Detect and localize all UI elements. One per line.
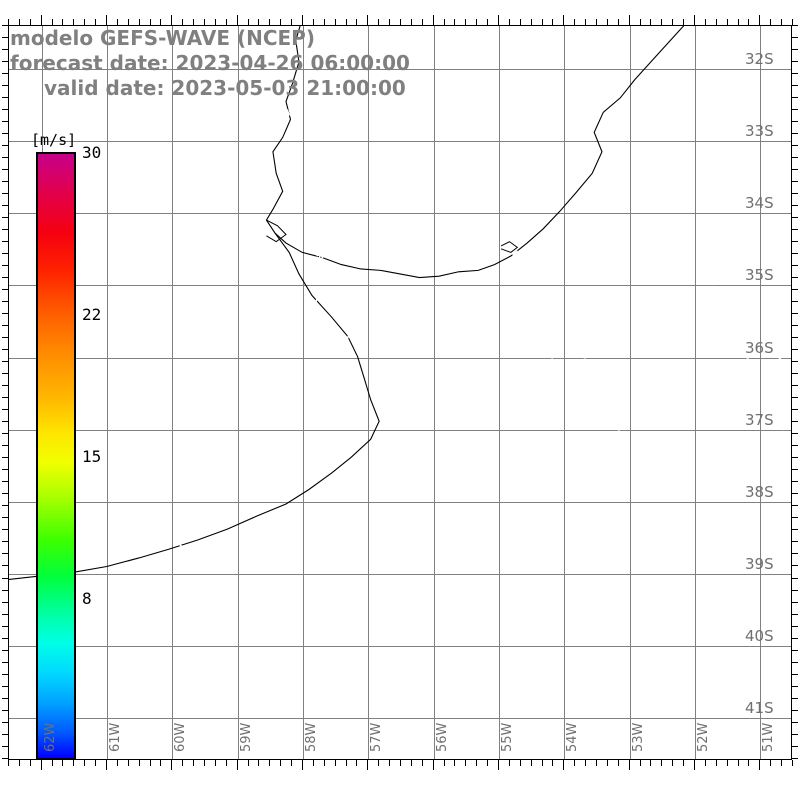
lat-label-34S: 34S: [745, 194, 774, 213]
colorbar: [36, 152, 76, 760]
lon-label-60W: 60W: [173, 722, 189, 752]
lon-label-57W: 57W: [369, 722, 385, 752]
lat-label-37S: 37S: [745, 410, 774, 429]
lat-label-38S: 38S: [745, 482, 774, 501]
lat-label-36S: 36S: [745, 338, 774, 357]
wind-vector-arrows: [13, 37, 788, 732]
map-plot-area: [8, 25, 792, 760]
lon-label-51W: 51W: [761, 722, 777, 752]
lat-label-33S: 33S: [745, 122, 774, 141]
colorbar-tick-15: 15: [82, 447, 102, 466]
lon-label-59W: 59W: [238, 722, 254, 752]
lon-label-55W: 55W: [500, 722, 515, 752]
colorbar-tick-22: 22: [82, 305, 102, 325]
lat-label-39S: 39S: [745, 554, 774, 573]
lon-label-61W: 61W: [108, 722, 123, 752]
lat-label-41S: 41S: [745, 698, 774, 717]
lat-label-35S: 35S: [745, 266, 774, 285]
lat-label-40S: 40S: [745, 626, 774, 645]
lon-label-56W: 56W: [434, 722, 450, 752]
lon-label-58W: 58W: [304, 722, 319, 752]
colorbar-tick-30: 30: [82, 143, 102, 162]
lon-label-54W: 54W: [565, 722, 581, 752]
colorbar-tick-8: 8: [82, 588, 92, 608]
lon-label-62W: 62W: [42, 722, 58, 752]
colorbar-unit-label: [m/s]: [31, 131, 77, 149]
lat-label-32S: 32S: [745, 50, 774, 69]
lon-label-52W: 52W: [696, 722, 711, 752]
lon-label-53W: 53W: [630, 722, 646, 752]
